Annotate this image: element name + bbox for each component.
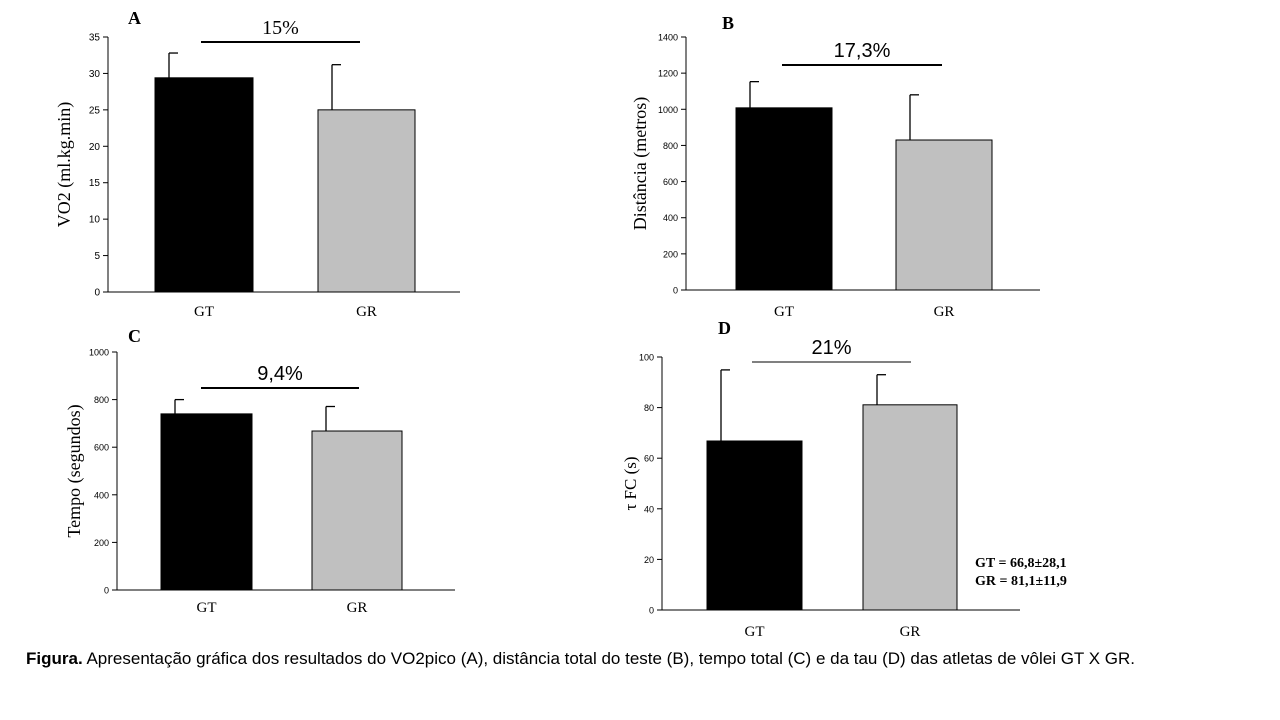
caption-label: Figura. bbox=[26, 649, 83, 668]
bar-gt bbox=[706, 440, 803, 611]
caption-text: Apresentação gráfica dos resultados do V… bbox=[86, 649, 1135, 668]
y-tick-label: 30 bbox=[89, 69, 101, 80]
y-tick-label: 60 bbox=[644, 454, 654, 464]
panel-a: A GT GR 0 5 10 15 20 25 30 35 VO2 (ml.kg.min) 15% bbox=[54, 8, 460, 320]
category-label: GT bbox=[745, 624, 765, 640]
figure-caption: Figura. Apresentação gráfica dos resulta… bbox=[26, 640, 1256, 678]
category-label: GR bbox=[356, 304, 377, 320]
y-tick-label: 20 bbox=[644, 555, 654, 565]
y-tick-label: 40 bbox=[644, 504, 654, 514]
y-tick-label: 200 bbox=[663, 249, 678, 259]
y-tick-label: 400 bbox=[94, 490, 109, 500]
y-tick-label: 200 bbox=[94, 538, 109, 548]
y-axis-label: VO2 (ml.kg.min) bbox=[54, 102, 75, 228]
y-axis-label: Distância (metros) bbox=[630, 97, 651, 230]
y-tick-label: 600 bbox=[663, 177, 678, 187]
percent-annotation: 21% bbox=[811, 337, 851, 359]
bar-gr bbox=[317, 109, 416, 293]
category-label: GT bbox=[197, 600, 217, 616]
y-tick-label: 1200 bbox=[658, 69, 678, 79]
percent-annotation: 15% bbox=[262, 17, 299, 39]
y-tick-label: 400 bbox=[663, 213, 678, 223]
y-tick-label: 5 bbox=[94, 251, 100, 262]
panel-c: C GT GR 0 200 400 600 800 1000 Tempo (segundos) 9,… bbox=[64, 326, 455, 616]
y-tick-label: 0 bbox=[673, 286, 678, 296]
y-tick-label: 35 bbox=[89, 33, 101, 44]
panel-d: D GT GR 0 20 40 60 80 100 τ FC (s) 21% GT = 66,8±28… bbox=[621, 318, 1067, 640]
y-tick-label: 15 bbox=[89, 178, 101, 189]
y-tick-label: 80 bbox=[644, 403, 654, 413]
panel-letter: D bbox=[718, 318, 731, 338]
panel-letter: C bbox=[128, 326, 141, 346]
category-label: GT bbox=[194, 304, 214, 320]
panel-letter: A bbox=[128, 8, 141, 28]
stats-line: GR = 81,1±11,9 bbox=[975, 574, 1067, 589]
panel-b: B GT GR 0 200 400 600 800 1000 1200 1400 Distância … bbox=[630, 13, 1040, 320]
bar-gt bbox=[154, 77, 254, 293]
category-label: GR bbox=[347, 600, 368, 616]
y-tick-label: 0 bbox=[104, 586, 109, 596]
y-tick-label: 600 bbox=[94, 443, 109, 453]
y-tick-label: 1400 bbox=[658, 33, 678, 43]
bar-gr bbox=[311, 430, 403, 591]
y-tick-label: 800 bbox=[94, 395, 109, 405]
y-axis-label: τ FC (s) bbox=[621, 456, 640, 510]
y-tick-label: 800 bbox=[663, 141, 678, 151]
category-label: GR bbox=[900, 624, 921, 640]
y-tick-label: 0 bbox=[94, 288, 100, 299]
percent-annotation: 9,4% bbox=[257, 363, 303, 385]
y-tick-label: 100 bbox=[639, 353, 654, 363]
bar-gr bbox=[895, 139, 993, 291]
y-tick-label: 25 bbox=[89, 105, 101, 116]
category-label: GT bbox=[774, 304, 794, 320]
bar-gt bbox=[160, 413, 253, 591]
y-tick-label: 10 bbox=[89, 215, 101, 226]
stats-line: GT = 66,8±28,1 bbox=[975, 556, 1067, 571]
panel-letter: B bbox=[722, 13, 734, 33]
y-axis-label: Tempo (segundos) bbox=[64, 404, 85, 537]
y-tick-label: 0 bbox=[649, 606, 654, 616]
percent-annotation: 17,3% bbox=[834, 40, 891, 62]
bar-gt bbox=[735, 107, 833, 291]
y-tick-label: 20 bbox=[89, 142, 101, 153]
y-tick-label: 1000 bbox=[658, 105, 678, 115]
category-label: GR bbox=[934, 304, 955, 320]
bar-gr bbox=[862, 404, 958, 611]
y-tick-label: 1000 bbox=[89, 348, 109, 358]
